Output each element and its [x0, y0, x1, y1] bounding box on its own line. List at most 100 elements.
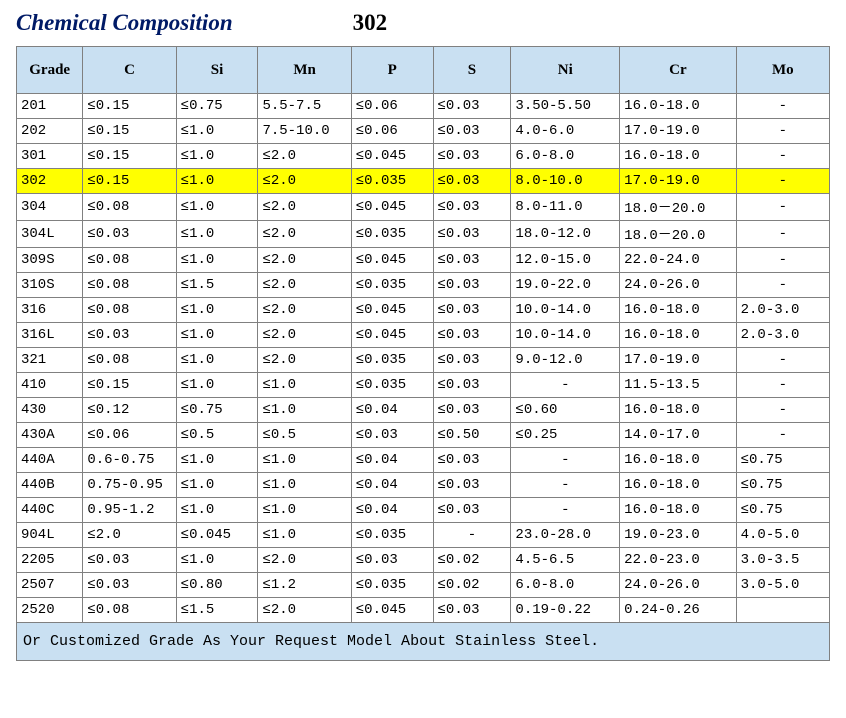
table-row: 316L≤0.03≤1.0≤2.0≤0.045≤0.0310.0-14.016.… — [17, 323, 830, 348]
cell-cr: 16.0-18.0 — [620, 398, 736, 423]
cell-p: ≤0.04 — [351, 473, 433, 498]
cell-si: ≤0.80 — [176, 573, 258, 598]
cell-p: ≤0.045 — [351, 194, 433, 221]
cell-si: ≤0.5 — [176, 423, 258, 448]
footer-row: Or Customized Grade As Your Request Mode… — [17, 623, 830, 661]
cell-p: ≤0.04 — [351, 398, 433, 423]
cell-mo: - — [736, 348, 829, 373]
cell-mn: ≤2.0 — [258, 248, 351, 273]
title-main: Chemical Composition — [16, 10, 233, 36]
cell-mo: - — [736, 169, 829, 194]
cell-c: ≤0.12 — [83, 398, 176, 423]
cell-mo: 3.0-3.5 — [736, 548, 829, 573]
table-row: 440B0.75-0.95≤1.0≤1.0≤0.04≤0.03-16.0-18.… — [17, 473, 830, 498]
cell-p: ≤0.03 — [351, 548, 433, 573]
cell-s: ≤0.02 — [433, 548, 511, 573]
cell-mo: 2.0-3.0 — [736, 323, 829, 348]
cell-ni: 8.0-11.0 — [511, 194, 620, 221]
cell-grade: 440C — [17, 498, 83, 523]
cell-si: ≤1.0 — [176, 548, 258, 573]
cell-p: ≤0.035 — [351, 348, 433, 373]
cell-grade: 310S — [17, 273, 83, 298]
footer-text: Or Customized Grade As Your Request Mode… — [17, 623, 830, 661]
cell-mn: ≤0.5 — [258, 423, 351, 448]
cell-cr: 24.0-26.0 — [620, 273, 736, 298]
cell-mo: ≤0.75 — [736, 473, 829, 498]
cell-ni: 8.0-10.0 — [511, 169, 620, 194]
cell-s: ≤0.02 — [433, 573, 511, 598]
cell-ni: 3.50-5.50 — [511, 94, 620, 119]
cell-c: ≤0.03 — [83, 573, 176, 598]
cell-cr: 11.5-13.5 — [620, 373, 736, 398]
cell-s: ≤0.03 — [433, 398, 511, 423]
cell-c: 0.95-1.2 — [83, 498, 176, 523]
table-row: 321≤0.08≤1.0≤2.0≤0.035≤0.039.0-12.017.0-… — [17, 348, 830, 373]
table-row: 304≤0.08≤1.0≤2.0≤0.045≤0.038.0-11.018.0－… — [17, 194, 830, 221]
cell-ni: 6.0-8.0 — [511, 144, 620, 169]
cell-mo: 4.0-5.0 — [736, 523, 829, 548]
cell-s: ≤0.03 — [433, 169, 511, 194]
cell-c: ≤0.15 — [83, 144, 176, 169]
cell-mn: ≤2.0 — [258, 169, 351, 194]
cell-grade: 316 — [17, 298, 83, 323]
cell-p: ≤0.035 — [351, 169, 433, 194]
cell-ni: - — [511, 498, 620, 523]
table-head: GradeCSiMnPSNiCrMo — [17, 47, 830, 94]
cell-c: ≤0.08 — [83, 248, 176, 273]
cell-s: ≤0.03 — [433, 119, 511, 144]
cell-grade: 440B — [17, 473, 83, 498]
cell-ni: 23.0-28.0 — [511, 523, 620, 548]
cell-mn: ≤1.2 — [258, 573, 351, 598]
cell-grade: 201 — [17, 94, 83, 119]
cell-ni: 4.0-6.0 — [511, 119, 620, 144]
table-row: 304L≤0.03≤1.0≤2.0≤0.035≤0.0318.0-12.018.… — [17, 221, 830, 248]
cell-p: ≤0.035 — [351, 373, 433, 398]
table-body: 201≤0.15≤0.755.5-7.5≤0.06≤0.033.50-5.501… — [17, 94, 830, 623]
col-header-p: P — [351, 47, 433, 94]
composition-table: GradeCSiMnPSNiCrMo 201≤0.15≤0.755.5-7.5≤… — [16, 46, 830, 661]
cell-p: ≤0.045 — [351, 598, 433, 623]
cell-s: ≤0.03 — [433, 448, 511, 473]
cell-si: ≤0.75 — [176, 398, 258, 423]
cell-cr: 19.0-23.0 — [620, 523, 736, 548]
cell-grade: 2507 — [17, 573, 83, 598]
cell-s: ≤0.03 — [433, 194, 511, 221]
cell-c: ≤0.08 — [83, 348, 176, 373]
col-header-ni: Ni — [511, 47, 620, 94]
cell-grade: 440A — [17, 448, 83, 473]
cell-mo: - — [736, 373, 829, 398]
cell-mo: - — [736, 194, 829, 221]
cell-s: ≤0.03 — [433, 323, 511, 348]
cell-cr: 18.0－20.0 — [620, 194, 736, 221]
cell-mo: - — [736, 94, 829, 119]
cell-cr: 16.0-18.0 — [620, 473, 736, 498]
cell-mn: ≤2.0 — [258, 598, 351, 623]
col-header-mn: Mn — [258, 47, 351, 94]
cell-ni: 9.0-12.0 — [511, 348, 620, 373]
cell-cr: 14.0-17.0 — [620, 423, 736, 448]
cell-grade: 301 — [17, 144, 83, 169]
cell-grade: 2520 — [17, 598, 83, 623]
cell-mn: 7.5-10.0 — [258, 119, 351, 144]
cell-mo: - — [736, 248, 829, 273]
cell-cr: 16.0-18.0 — [620, 498, 736, 523]
table-row: 316≤0.08≤1.0≤2.0≤0.045≤0.0310.0-14.016.0… — [17, 298, 830, 323]
cell-mn: 5.5-7.5 — [258, 94, 351, 119]
cell-grade: 321 — [17, 348, 83, 373]
cell-s: ≤0.50 — [433, 423, 511, 448]
cell-grade: 309S — [17, 248, 83, 273]
cell-s: ≤0.03 — [433, 473, 511, 498]
cell-c: ≤0.15 — [83, 169, 176, 194]
cell-grade: 202 — [17, 119, 83, 144]
cell-grade: 430A — [17, 423, 83, 448]
cell-s: ≤0.03 — [433, 298, 511, 323]
cell-s: ≤0.03 — [433, 221, 511, 248]
cell-cr: 18.0－20.0 — [620, 221, 736, 248]
table-row: 430≤0.12≤0.75≤1.0≤0.04≤0.03≤0.6016.0-18.… — [17, 398, 830, 423]
cell-mo: ≤0.75 — [736, 498, 829, 523]
table-row: 301≤0.15≤1.0≤2.0≤0.045≤0.036.0-8.016.0-1… — [17, 144, 830, 169]
cell-c: ≤0.08 — [83, 194, 176, 221]
cell-c: ≤0.15 — [83, 119, 176, 144]
cell-mn: ≤2.0 — [258, 298, 351, 323]
cell-s: ≤0.03 — [433, 348, 511, 373]
